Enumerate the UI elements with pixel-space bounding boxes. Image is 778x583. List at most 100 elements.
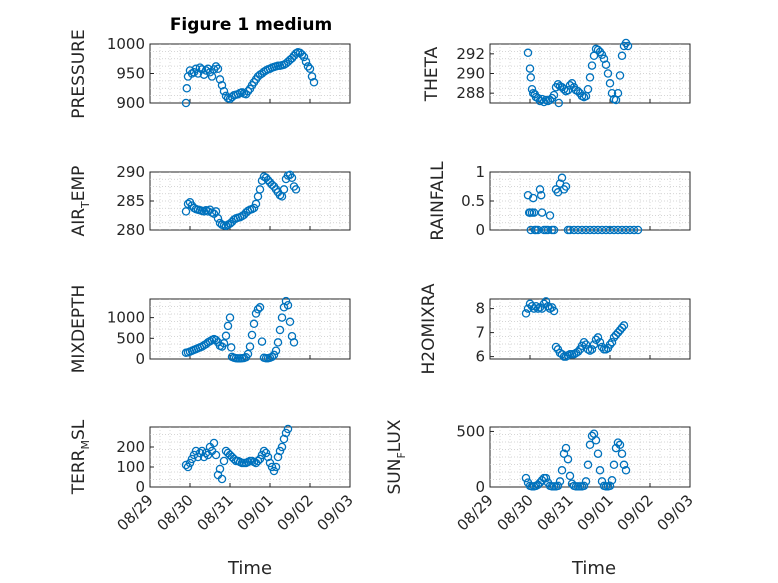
- data-point: [265, 458, 275, 468]
- data-point: [219, 86, 229, 96]
- data-point: [557, 173, 567, 183]
- points-rainfall: [523, 173, 643, 235]
- data-point: [543, 225, 553, 235]
- y-ticks-terr-msl: 0 100 200: [116, 438, 154, 496]
- x-tick-label: 08/29: [454, 491, 497, 534]
- data-point: [557, 466, 567, 475]
- data-point: [209, 438, 219, 448]
- data-point: [587, 61, 597, 70]
- y-tick-label: 100: [116, 458, 145, 476]
- data-point: [217, 474, 227, 484]
- y-tick-label: 900: [116, 94, 145, 112]
- x-tick-label: 08/30: [494, 491, 537, 534]
- data-point: [599, 54, 609, 64]
- grid-terr-msl: [150, 427, 350, 487]
- y-tick-label: 288: [456, 84, 485, 102]
- y-tick-label: 285: [116, 192, 145, 210]
- data-point: [219, 339, 229, 348]
- data-point: [279, 185, 289, 194]
- y-tick-label: 280: [116, 221, 145, 239]
- data-point: [201, 66, 211, 75]
- data-point: [581, 225, 591, 235]
- data-point: [277, 442, 287, 452]
- y-tick-label: 0: [135, 478, 145, 496]
- data-point: [613, 88, 623, 98]
- data-point: [591, 436, 601, 445]
- data-point: [559, 84, 569, 94]
- data-point: [579, 481, 589, 491]
- data-point: [181, 207, 191, 216]
- data-point: [257, 337, 267, 346]
- data-point: [549, 306, 559, 316]
- data-point: [291, 185, 301, 194]
- data-point: [607, 88, 617, 98]
- data-point: [615, 440, 625, 450]
- data-point: [536, 190, 546, 200]
- data-point: [593, 225, 603, 235]
- data-point: [609, 460, 619, 470]
- points-mixdepth: [181, 296, 299, 363]
- data-point: [191, 64, 201, 74]
- data-point: [526, 73, 536, 82]
- y-axis-label-mixdepth: MIXDEPTH: [69, 285, 89, 374]
- data-point: [615, 71, 625, 80]
- data-point: [585, 225, 595, 235]
- data-point: [281, 296, 291, 306]
- y-axis-label-h2omixra: H2OMIXRA: [419, 283, 439, 374]
- data-point: [577, 225, 587, 235]
- data-point: [223, 321, 233, 331]
- data-point: [249, 319, 259, 329]
- data-point: [219, 456, 229, 466]
- x-tick-label: 09/01: [574, 491, 617, 534]
- data-point: [619, 460, 629, 470]
- data-point: [609, 225, 619, 235]
- data-point: [617, 323, 627, 333]
- y-tick-label: 950: [116, 65, 145, 83]
- data-point: [221, 331, 231, 341]
- y-tick-label: 0: [135, 350, 145, 368]
- data-point: [573, 225, 583, 235]
- data-point: [567, 79, 577, 88]
- data-point: [617, 449, 627, 458]
- y-axis-label-sun-flux: SUNFLUX: [385, 419, 408, 494]
- data-point: [277, 313, 287, 322]
- y-axis-label-theta: THETA: [422, 46, 442, 102]
- data-point: [559, 449, 569, 458]
- data-point: [193, 452, 203, 462]
- data-point: [623, 41, 633, 51]
- subplot-mixdepth: 0 500 1000 MIXDEPTH: [69, 285, 351, 374]
- data-point: [617, 225, 627, 235]
- data-point: [541, 297, 551, 306]
- data-point: [529, 208, 539, 217]
- data-point: [633, 225, 643, 235]
- data-point: [563, 454, 573, 464]
- data-point: [225, 313, 235, 322]
- data-point: [629, 225, 639, 235]
- data-point: [245, 342, 255, 351]
- data-point: [251, 309, 261, 318]
- data-point: [289, 338, 299, 347]
- data-point: [259, 446, 269, 456]
- data-point: [305, 64, 315, 74]
- data-point: [211, 62, 221, 71]
- data-point: [569, 225, 579, 235]
- data-point: [573, 347, 583, 357]
- data-point: [585, 440, 595, 450]
- data-point: [607, 476, 617, 485]
- data-point: [601, 225, 611, 235]
- data-point: [523, 48, 533, 58]
- y-ticks-h2omixra: 6 7 8: [475, 300, 494, 366]
- data-point: [283, 300, 293, 310]
- data-point: [211, 335, 221, 345]
- data-point: [181, 460, 191, 470]
- grid-rainfall: [489, 172, 691, 230]
- subplot-air-temp: 280 285 290 AIRTEMP: [69, 163, 351, 239]
- data-point: [297, 50, 307, 59]
- data-point: [595, 337, 605, 347]
- x-tick-label: 08/31: [194, 491, 237, 534]
